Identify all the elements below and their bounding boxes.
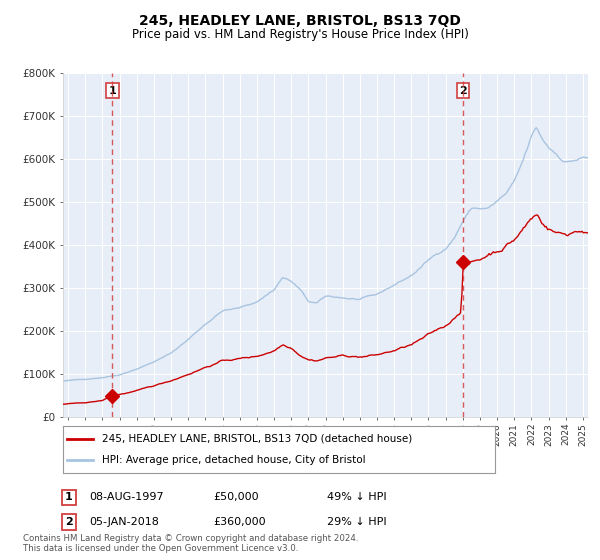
Text: 2: 2 — [65, 517, 73, 527]
Text: Contains HM Land Registry data © Crown copyright and database right 2024.
This d: Contains HM Land Registry data © Crown c… — [23, 534, 358, 553]
Text: 1: 1 — [109, 86, 116, 96]
Text: Price paid vs. HM Land Registry's House Price Index (HPI): Price paid vs. HM Land Registry's House … — [131, 28, 469, 41]
Text: 2: 2 — [459, 86, 467, 96]
Text: £360,000: £360,000 — [213, 517, 266, 527]
Text: HPI: Average price, detached house, City of Bristol: HPI: Average price, detached house, City… — [102, 455, 365, 465]
Text: 29% ↓ HPI: 29% ↓ HPI — [327, 517, 386, 527]
Text: 1: 1 — [65, 492, 73, 502]
Text: 245, HEADLEY LANE, BRISTOL, BS13 7QD (detached house): 245, HEADLEY LANE, BRISTOL, BS13 7QD (de… — [102, 434, 412, 444]
Text: £50,000: £50,000 — [213, 492, 259, 502]
Text: 08-AUG-1997: 08-AUG-1997 — [89, 492, 163, 502]
Text: 49% ↓ HPI: 49% ↓ HPI — [327, 492, 386, 502]
Text: 245, HEADLEY LANE, BRISTOL, BS13 7QD: 245, HEADLEY LANE, BRISTOL, BS13 7QD — [139, 14, 461, 28]
Text: 05-JAN-2018: 05-JAN-2018 — [89, 517, 158, 527]
